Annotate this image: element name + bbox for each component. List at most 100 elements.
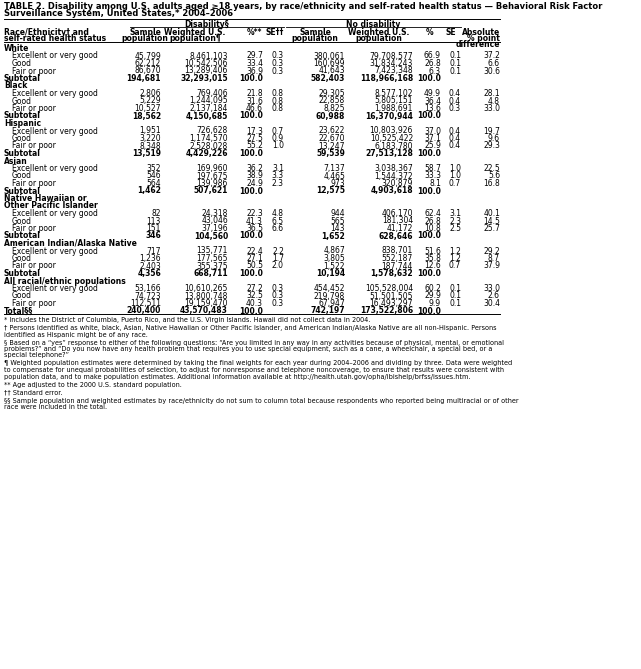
Text: 2.6: 2.6: [488, 292, 500, 300]
Text: 12,575: 12,575: [316, 187, 345, 195]
Text: 55.2: 55.2: [246, 142, 263, 151]
Text: Subtotal: Subtotal: [4, 74, 41, 83]
Text: 100.0: 100.0: [417, 149, 441, 158]
Text: %**: %**: [246, 28, 262, 37]
Text: 582,403: 582,403: [311, 74, 345, 83]
Text: Good: Good: [12, 254, 32, 263]
Text: 49.9: 49.9: [424, 89, 441, 98]
Text: TABLE 2. Disability among U.S. adults aged ≥18 years, by race/ethnicity and self: TABLE 2. Disability among U.S. adults ag…: [4, 2, 603, 11]
Text: 58.7: 58.7: [424, 164, 441, 173]
Text: SE: SE: [445, 28, 456, 37]
Text: §§ Sample population and weighted estimates by race/ethnicity do not sum to colu: §§ Sample population and weighted estima…: [4, 397, 519, 403]
Text: Fair or poor: Fair or poor: [12, 299, 56, 308]
Text: problems?” and “Do you now have any health problem that requires you to use spec: problems?” and “Do you now have any heal…: [4, 346, 492, 352]
Text: All racial/ethnic populations: All racial/ethnic populations: [4, 276, 126, 286]
Text: 346: 346: [146, 231, 161, 240]
Text: 8,461,103: 8,461,103: [190, 52, 228, 60]
Text: 944: 944: [330, 209, 345, 218]
Text: 12.6: 12.6: [424, 262, 441, 270]
Text: Fair or poor: Fair or poor: [12, 179, 56, 188]
Text: Good: Good: [12, 59, 32, 68]
Text: population: population: [122, 34, 169, 43]
Text: 143: 143: [331, 224, 345, 233]
Text: 22.4: 22.4: [246, 246, 263, 256]
Text: special telephone?”: special telephone?”: [4, 353, 69, 359]
Text: 181,304: 181,304: [382, 217, 413, 225]
Text: 24,318: 24,318: [202, 209, 228, 218]
Text: 169,960: 169,960: [197, 164, 228, 173]
Text: 41,172: 41,172: [387, 224, 413, 233]
Text: 6.6: 6.6: [488, 59, 500, 68]
Text: 6.5: 6.5: [272, 217, 284, 225]
Text: 0.1: 0.1: [449, 66, 461, 76]
Text: 29.7: 29.7: [246, 52, 263, 60]
Text: 23,622: 23,622: [319, 126, 345, 136]
Text: 40.3: 40.3: [246, 299, 263, 308]
Text: Black: Black: [4, 82, 28, 90]
Text: 8,348: 8,348: [139, 142, 161, 151]
Text: 112,511: 112,511: [130, 299, 161, 308]
Text: 0.1: 0.1: [449, 292, 461, 300]
Text: 219,798: 219,798: [313, 292, 345, 300]
Text: Fair or poor: Fair or poor: [12, 142, 56, 151]
Text: 135,771: 135,771: [197, 246, 228, 256]
Text: * Includes the District of Columbia, Puerto Rico, and the U.S. Virgin Islands. H: * Includes the District of Columbia, Pue…: [4, 317, 370, 323]
Text: 0.3: 0.3: [272, 66, 284, 76]
Text: 4.8: 4.8: [272, 209, 284, 218]
Text: 564: 564: [146, 179, 161, 188]
Text: 29.2: 29.2: [483, 246, 500, 256]
Text: 0.8: 0.8: [272, 104, 284, 113]
Text: 100.0: 100.0: [239, 74, 263, 83]
Text: 0.7: 0.7: [449, 262, 461, 270]
Text: 5,805,151: 5,805,151: [374, 96, 413, 106]
Text: 28.1: 28.1: [483, 89, 500, 98]
Text: 13,800,748: 13,800,748: [185, 292, 228, 300]
Text: identified as Hispanic might be of any race.: identified as Hispanic might be of any r…: [4, 332, 148, 337]
Text: to compensate for unequal probabilities of selection, to adjust for nonresponse : to compensate for unequal probabilities …: [4, 367, 504, 373]
Text: 1,578,632: 1,578,632: [370, 269, 413, 278]
Text: Sample: Sample: [129, 28, 161, 37]
Text: 59,539: 59,539: [316, 149, 345, 158]
Text: 4,867: 4,867: [323, 246, 345, 256]
Text: Subtotal: Subtotal: [4, 112, 41, 120]
Text: 0.3: 0.3: [272, 299, 284, 308]
Text: Sample: Sample: [299, 28, 331, 37]
Text: 628,646: 628,646: [378, 231, 413, 240]
Text: 51.6: 51.6: [424, 246, 441, 256]
Text: population: population: [356, 34, 403, 43]
Text: 1,522: 1,522: [324, 262, 345, 270]
Text: 100.0: 100.0: [417, 74, 441, 83]
Text: 2.2: 2.2: [272, 246, 284, 256]
Text: 1.0: 1.0: [272, 142, 284, 151]
Text: 0.3: 0.3: [272, 292, 284, 300]
Text: 6.3: 6.3: [429, 66, 441, 76]
Text: 13,519: 13,519: [132, 149, 161, 158]
Text: 19,159,470: 19,159,470: [185, 299, 228, 308]
Text: 194,681: 194,681: [126, 74, 161, 83]
Text: 10,542,506: 10,542,506: [185, 59, 228, 68]
Text: 86,670: 86,670: [135, 66, 161, 76]
Text: 37.2: 37.2: [483, 52, 500, 60]
Text: Fair or poor: Fair or poor: [12, 262, 56, 270]
Text: 552,187: 552,187: [382, 254, 413, 263]
Text: Fair or poor: Fair or poor: [12, 66, 56, 76]
Text: 22.5: 22.5: [483, 164, 500, 173]
Text: 0.4: 0.4: [449, 142, 461, 151]
Text: 406,170: 406,170: [381, 209, 413, 218]
Text: 26.8: 26.8: [424, 59, 441, 68]
Text: 29,305: 29,305: [319, 89, 345, 98]
Text: 5.6: 5.6: [488, 171, 500, 181]
Text: 17.3: 17.3: [246, 126, 263, 136]
Text: 838,701: 838,701: [382, 246, 413, 256]
Text: 3.1: 3.1: [449, 209, 461, 218]
Text: Excellent or very good: Excellent or very good: [12, 126, 98, 136]
Text: Good: Good: [12, 292, 32, 300]
Text: 100.0: 100.0: [417, 269, 441, 278]
Text: 320,879: 320,879: [381, 179, 413, 188]
Text: 31.6: 31.6: [246, 96, 263, 106]
Text: 2.5: 2.5: [449, 224, 461, 233]
Text: 100.0: 100.0: [239, 231, 263, 240]
Text: 53,166: 53,166: [135, 284, 161, 293]
Text: 100.0: 100.0: [417, 231, 441, 240]
Text: † Persons identified as white, black, Asian, Native Hawaiian or Other Pacific Is: † Persons identified as white, black, As…: [4, 325, 497, 331]
